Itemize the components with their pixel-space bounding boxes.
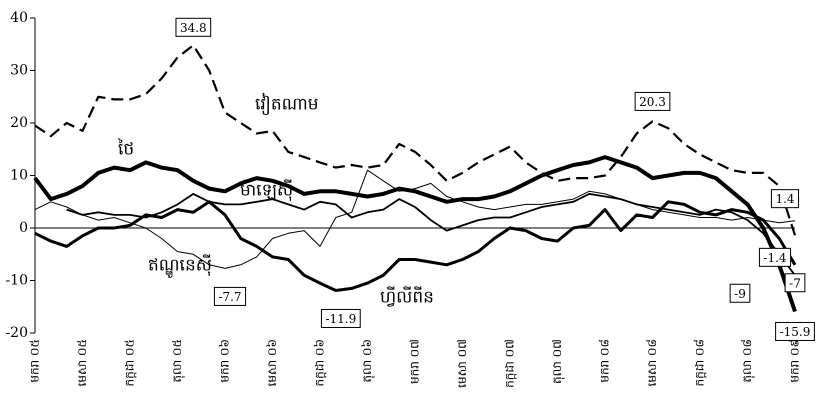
x-tick-label: កក្កដា ០៥ xyxy=(123,339,137,386)
series-line xyxy=(66,193,796,276)
value-label: -15.9 xyxy=(780,325,811,339)
value-label-box xyxy=(729,283,751,303)
value-label-box xyxy=(770,189,800,209)
value-label: -11.9 xyxy=(325,312,356,326)
series-label: ឥណ្ឌូនេស៊ី xyxy=(148,254,212,279)
value-label-box xyxy=(775,321,815,341)
y-tick-label: 40 xyxy=(10,10,28,26)
x-tick-label: មេសា ០៧ xyxy=(455,339,469,388)
series-label: វៀតណាម xyxy=(255,93,319,116)
x-tick-label: មេសា ០៨ xyxy=(645,339,659,386)
value-label: -7 xyxy=(789,276,801,290)
x-tick-label: មេសា ០៥ xyxy=(75,339,89,386)
x-tick-label: មករា ០៦ xyxy=(218,339,232,383)
x-tick-label: តុលា ០៥ xyxy=(170,339,185,383)
series-label: ម៉ាឡេស៊ី xyxy=(240,179,293,202)
x-tick-label: តុលា ០៧ xyxy=(550,339,565,384)
x-tick-label: មករា ០៥ xyxy=(28,339,42,383)
x-tick-label: មករា ០៩ xyxy=(788,339,802,383)
x-tick-label: កក្កដា ០៨ xyxy=(693,339,707,386)
y-tick-label: 20 xyxy=(10,115,28,131)
x-tick-label: តុលា ០៨ xyxy=(740,339,755,383)
value-label-box xyxy=(175,17,212,37)
x-tick-label: តុលា ០៦ xyxy=(360,339,375,383)
value-label: -7.7 xyxy=(218,290,241,304)
series-line xyxy=(33,155,797,313)
value-label-box xyxy=(634,91,671,111)
y-tick-label: 0 xyxy=(19,220,28,236)
value-label-box xyxy=(758,247,792,267)
value-label-box xyxy=(320,308,361,328)
x-tick-label: មករា ០៨ xyxy=(598,339,612,383)
value-label-box xyxy=(213,286,247,306)
y-tick-label: 30 xyxy=(10,63,28,79)
y-tick-label: -10 xyxy=(5,273,28,289)
value-label-box xyxy=(784,273,806,293)
x-tick-label: មេសា ០៦ xyxy=(265,339,279,386)
x-tick-label: កក្កដា ០៦ xyxy=(313,339,327,386)
y-tick-label: -20 xyxy=(5,325,28,341)
value-label: 20.3 xyxy=(639,95,666,109)
value-label: 1.4 xyxy=(775,192,794,206)
series-line xyxy=(34,169,796,269)
value-label: -1.4 xyxy=(763,251,787,265)
series-label: ថៃ xyxy=(117,138,134,160)
series-line xyxy=(34,44,797,236)
value-label: 34.8 xyxy=(180,21,207,35)
x-tick-label: កក្កដា ០៧ xyxy=(503,339,517,388)
x-tick-label: មករា ០៧ xyxy=(408,339,422,384)
value-label: -9 xyxy=(734,287,746,301)
series-line xyxy=(34,200,797,292)
y-tick-label: 10 xyxy=(10,168,28,184)
series-label: ហ្វីលីពីន xyxy=(380,286,434,308)
